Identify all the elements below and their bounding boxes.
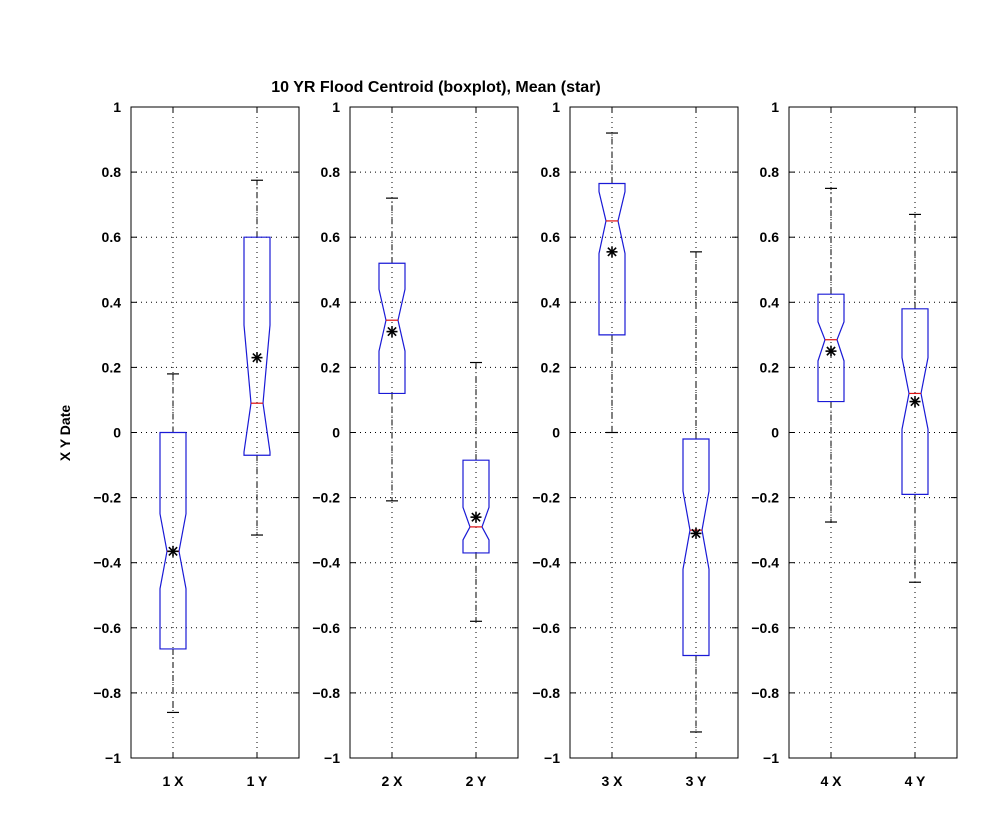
- notched-box: [901, 308, 929, 495]
- x-tick-label: 3 X: [601, 773, 623, 789]
- mean-star-stroke: [607, 247, 617, 257]
- y-tick-label: −0.8: [93, 685, 121, 701]
- y-tick-label: 0: [771, 425, 779, 441]
- x-tick-label: 4 Y: [905, 773, 926, 789]
- mean-star: [690, 527, 702, 539]
- y-tick-label: −1: [763, 750, 779, 766]
- y-tick-label: 0.2: [102, 359, 122, 375]
- box-3-x: 3 X: [598, 107, 626, 789]
- y-tick-label: −0.2: [93, 490, 121, 506]
- mean-star: [909, 396, 921, 408]
- mean-star: [167, 545, 179, 557]
- y-tick-label: −0.2: [532, 490, 560, 506]
- y-tick-label: −0.4: [751, 555, 779, 571]
- y-tick-label: −0.6: [312, 620, 340, 636]
- box-3-y: 3 Y: [682, 107, 710, 789]
- mean-star: [606, 246, 618, 258]
- y-tick-label: 1: [113, 99, 121, 115]
- mean-star-stroke: [252, 352, 262, 363]
- x-tick-label: 4 X: [820, 773, 842, 789]
- notched-box: [598, 182, 626, 336]
- y-tick-label: −0.8: [532, 685, 560, 701]
- x-tick-label: 3 Y: [686, 773, 707, 789]
- box-1-y: 1 Y: [243, 107, 271, 789]
- y-tick-label: −1: [324, 750, 340, 766]
- y-tick-label: 0.2: [760, 359, 780, 375]
- y-tick-label: −0.4: [532, 555, 560, 571]
- mean-star: [825, 345, 837, 357]
- notched-box: [243, 236, 271, 456]
- y-tick-label: −0.6: [532, 620, 560, 636]
- box-4-y: 4 Y: [901, 107, 929, 789]
- y-tick-label: 0.4: [760, 294, 780, 310]
- y-tick-label: 0.2: [321, 359, 341, 375]
- y-tick-label: 0: [552, 425, 560, 441]
- mean-star-stroke: [910, 396, 920, 407]
- mean-star-stroke: [387, 326, 397, 337]
- y-tick-label: −0.4: [93, 555, 121, 571]
- y-tick-label: 0.6: [541, 229, 561, 245]
- box-1-x: 1 X: [159, 107, 187, 789]
- y-tick-label: 1: [332, 99, 340, 115]
- x-tick-label: 1 X: [162, 773, 184, 789]
- y-tick-label: 0.6: [321, 229, 341, 245]
- x-tick-label: 2 X: [381, 773, 403, 789]
- y-tick-label: 0.2: [541, 359, 561, 375]
- y-tick-label: −1: [105, 750, 121, 766]
- y-tick-label: 0: [332, 425, 340, 441]
- notched-box: [462, 459, 490, 554]
- y-tick-label: 0: [113, 425, 121, 441]
- notched-box: [378, 262, 406, 395]
- panels: 1 0.8 0.6 0.4 0.2 0 −0.2 −0.4 −0.6 −0.8 −1 1 X 1 Y 1 0…: [93, 99, 958, 789]
- mean-star-stroke: [826, 346, 836, 356]
- y-tick-label: 0.8: [760, 164, 780, 180]
- notched-box: [159, 431, 187, 650]
- y-tick-label: −0.8: [751, 685, 779, 701]
- notched-box: [682, 438, 710, 657]
- box-4-x: 4 X: [817, 107, 845, 789]
- y-tick-label: 1: [771, 99, 779, 115]
- y-tick-label: −0.2: [751, 490, 779, 506]
- y-tick-label: 0.4: [102, 294, 122, 310]
- y-tick-label: −0.8: [312, 685, 340, 701]
- y-tick-label: 0.6: [760, 229, 780, 245]
- x-tick-label: 2 Y: [466, 773, 487, 789]
- panel-2: 1 0.8 0.6 0.4 0.2 0 −0.2 −0.4 −0.6 −0.8 −1 2 X 2 Y: [312, 99, 519, 789]
- y-tick-label: 0.6: [102, 229, 122, 245]
- y-tick-label: 1: [552, 99, 560, 115]
- notched-box: [817, 293, 845, 403]
- mean-star-stroke: [471, 512, 481, 522]
- x-tick-label: 1 Y: [247, 773, 268, 789]
- y-tick-label: −0.6: [751, 620, 779, 636]
- panel-3: 1 0.8 0.6 0.4 0.2 0 −0.2 −0.4 −0.6 −0.8 −1 3 X 3 Y: [532, 99, 739, 789]
- y-tick-label: 0.4: [321, 294, 341, 310]
- mean-star: [251, 352, 263, 364]
- mean-star: [470, 511, 482, 523]
- y-axis-label: X Y Date: [57, 405, 73, 462]
- mean-star: [386, 326, 398, 338]
- y-tick-label: −1: [544, 750, 560, 766]
- panel-1: 1 0.8 0.6 0.4 0.2 0 −0.2 −0.4 −0.6 −0.8 −1 1 X 1 Y: [93, 99, 300, 789]
- chart-title: 10 YR Flood Centroid (boxplot), Mean (st…: [271, 79, 601, 96]
- y-tick-label: −0.2: [312, 490, 340, 506]
- panel-4: 1 0.8 0.6 0.4 0.2 0 −0.2 −0.4 −0.6 −0.8 −1 4 X 4 Y: [751, 99, 958, 789]
- box-2-x: 2 X: [378, 107, 406, 789]
- y-tick-label: 0.8: [102, 164, 122, 180]
- mean-star-stroke: [691, 528, 701, 539]
- y-tick-label: −0.6: [93, 620, 121, 636]
- y-tick-label: 0.8: [321, 164, 341, 180]
- y-tick-label: −0.4: [312, 555, 340, 571]
- y-tick-label: 0.8: [541, 164, 561, 180]
- mean-star-stroke: [168, 546, 178, 556]
- box-2-y: 2 Y: [462, 107, 490, 789]
- y-tick-label: 0.4: [541, 294, 561, 310]
